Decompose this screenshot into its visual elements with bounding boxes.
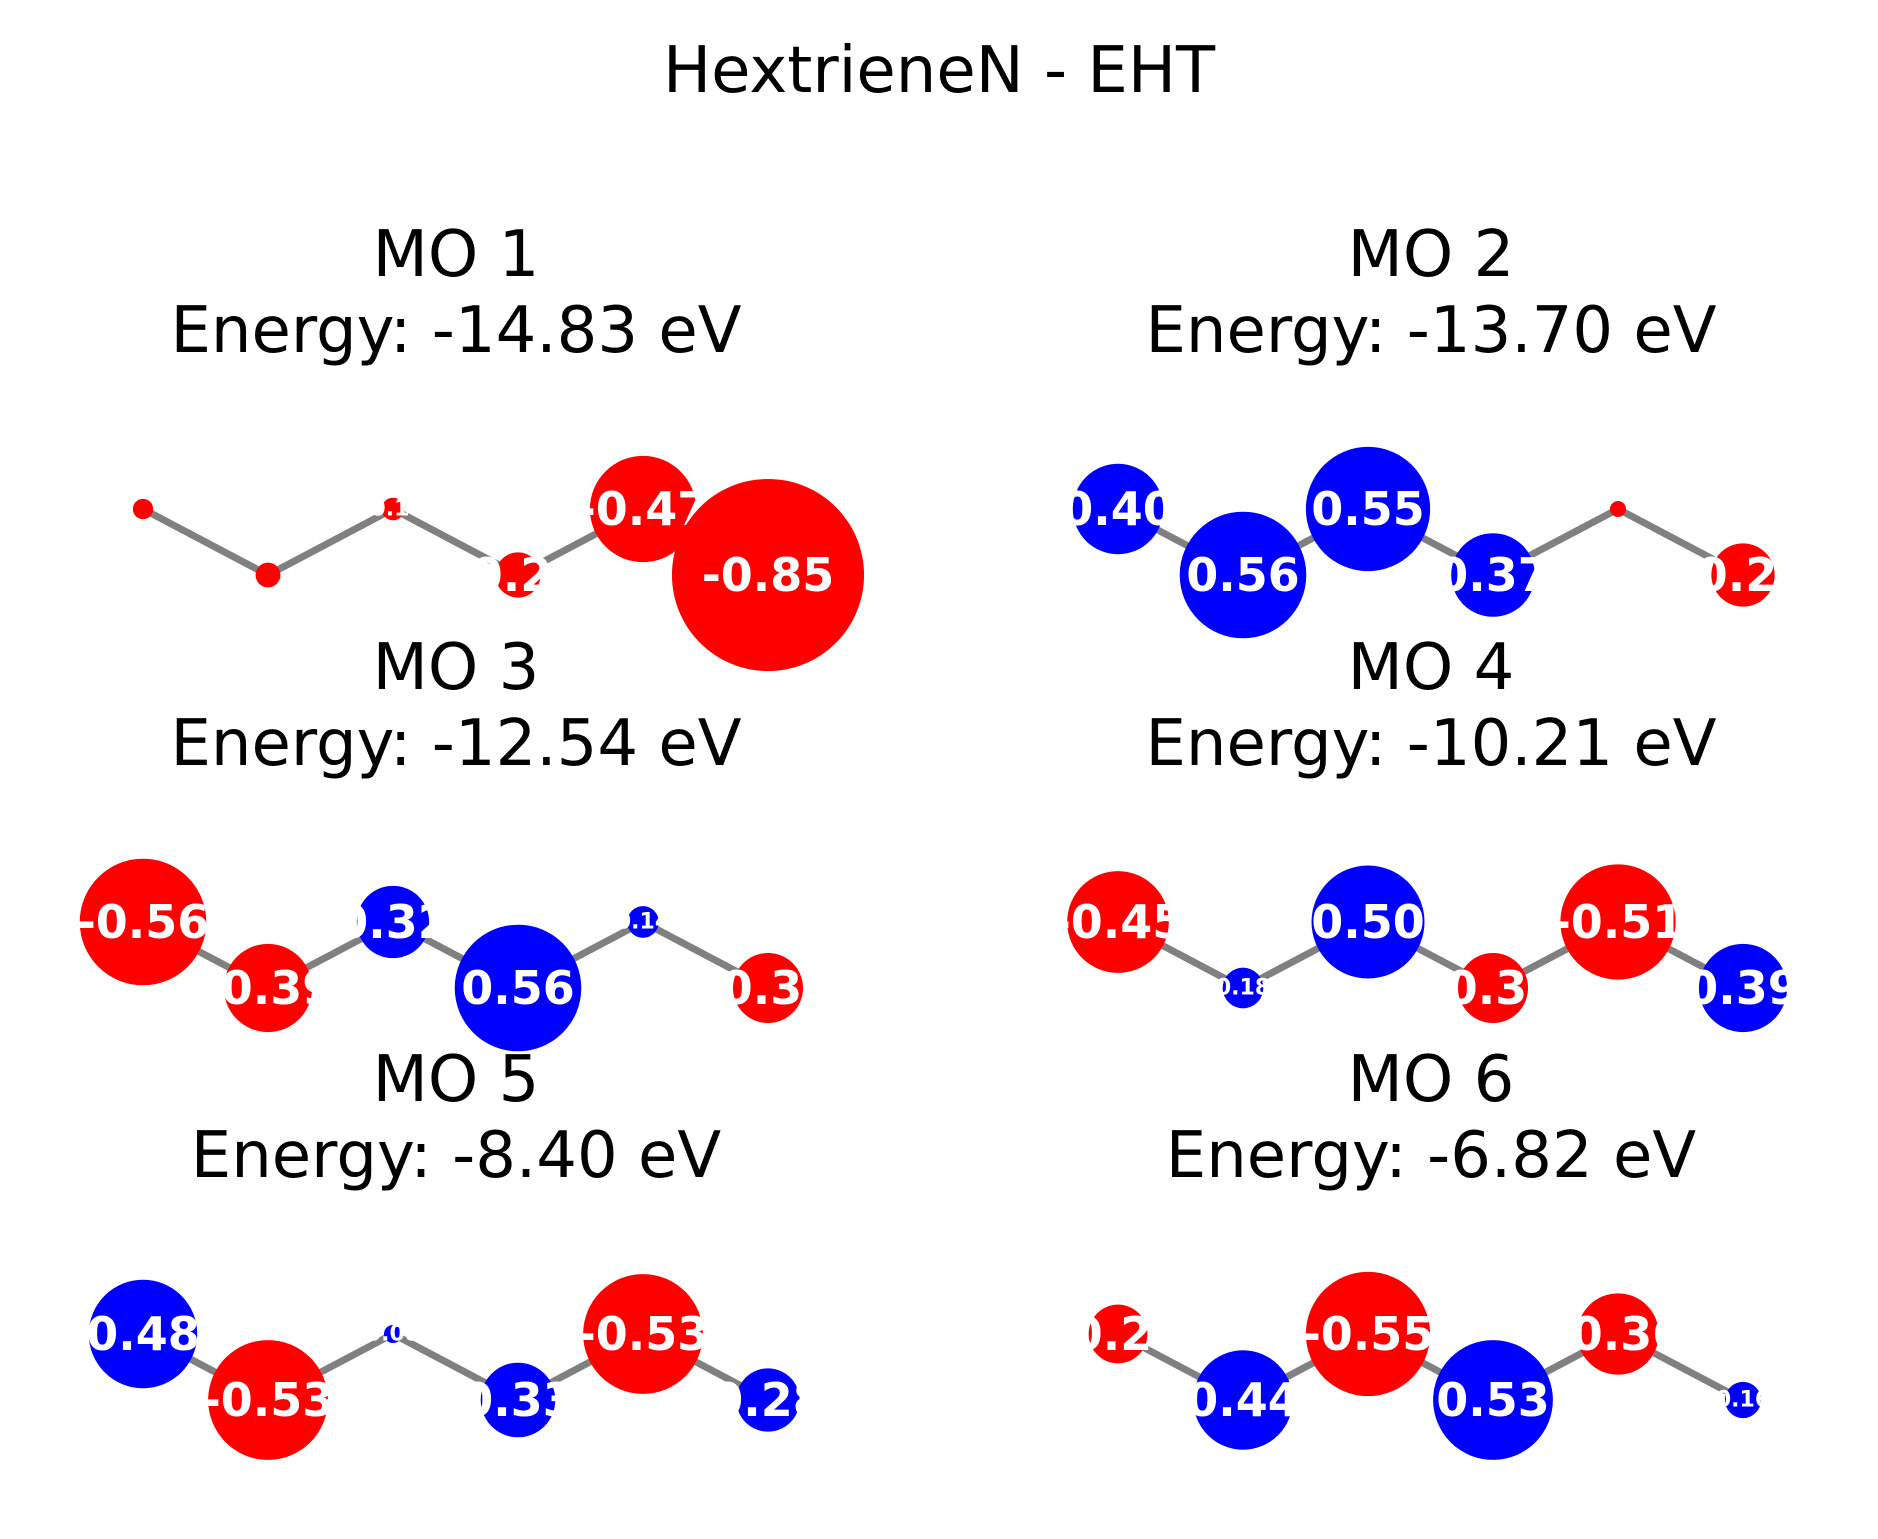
atom-negative-lobe [208,1340,328,1460]
atom-negative-lobe [1305,1271,1431,1397]
atom-coefficient-label: -0.31 [702,961,835,1015]
atom-coefficient-label: 0.48 [86,1307,200,1361]
bond-line [389,505,522,579]
panel-energy-title: Energy: -8.40 eV [191,1119,722,1193]
bond-line [139,505,272,579]
atom-negative-lobe [1088,1304,1148,1364]
panel-energy-title: Energy: -13.70 eV [1145,294,1716,368]
atom-coefficient-label: 0.39 [1686,961,1800,1015]
atom-coefficient-label: -0.28 [1677,548,1810,602]
atom-negative-lobe [1560,864,1676,980]
atom-coefficient-label: -0.85 [702,548,835,602]
atom-positive-lobe [454,924,582,1052]
atom-negative-lobe [1711,543,1775,607]
atom-coefficient-label: 0.55 [1311,482,1425,536]
atom-coefficient-label: 0.32 [336,895,450,949]
atom-positive-lobe [1698,943,1788,1033]
atom-negative-lobe [583,1274,703,1394]
atom-negative-lobe [589,455,697,563]
atom-coefficient-label: 0.33 [461,1373,575,1427]
atom-negative-lobe [223,943,313,1033]
atom-positive-lobe [1311,865,1425,979]
atom-negative-lobe [1457,952,1529,1024]
atom-positive-lobe [383,1324,403,1344]
panel-mo-title: MO 2 [1348,218,1515,292]
atom-positive-lobe [1451,533,1535,617]
atom-coefficient-label: -0.53 [577,1307,710,1361]
atom-coefficient-label: 0.44 [1186,1373,1300,1427]
atom-positive-lobe [627,906,659,938]
atom-negative-lobe [671,478,865,672]
atom-negative-lobe [1610,501,1626,517]
figure-title: HextrieneN - EHT [663,34,1216,108]
atom-coefficient-label: 0.37 [1436,548,1550,602]
atom-negative-lobe [495,552,541,598]
panel-mo-title: MO 3 [373,631,540,705]
atom-negative-lobe [1067,871,1169,973]
panel-mo-title: MO 1 [373,218,540,292]
atom-coefficient-label: 0.56 [1186,548,1300,602]
atom-positive-lobe [1222,967,1264,1009]
panel-mo-title: MO 6 [1348,1043,1515,1117]
atom-coefficient-label: 0.53 [1436,1373,1550,1427]
atom-positive-lobe [480,1362,556,1438]
atom-coefficient-label: -0.26 [1052,1307,1185,1361]
atom-positive-lobe [1305,446,1431,572]
atom-coefficient-label: 0.08 [366,1322,420,1347]
atom-coefficient-label: -0.53 [202,1373,335,1427]
atom-coefficient-label: -0.56 [77,895,210,949]
atom-positive-lobe [1433,1340,1553,1460]
atom-coefficient-label: 0.40 [1061,482,1175,536]
atom-positive-lobe [1193,1350,1293,1450]
atom-coefficient-label: -0.20 [452,548,585,602]
panel-mo-title: MO 5 [373,1043,540,1117]
atom-coefficient-label: -0.36 [1552,1307,1685,1361]
panel-energy-title: Energy: -12.54 eV [170,707,741,781]
atom-negative-lobe [255,562,281,588]
atom-coefficient-label: 0.28 [711,1373,825,1427]
panel-energy-title: Energy: -10.21 eV [1145,707,1716,781]
atom-positive-lobe [1724,1381,1762,1419]
atom-positive-lobe [736,1368,800,1432]
atom-coefficient-label: 0.18 [1216,976,1270,1001]
atom-negative-lobe [79,858,207,986]
atom-coefficient-label: -0.51 [1552,895,1685,949]
atom-coefficient-label: -0.31 [1427,961,1560,1015]
atom-coefficient-label: 0.56 [461,961,575,1015]
atom-coefficient-label: 0.50 [1311,895,1425,949]
atom-positive-lobe [356,885,430,959]
atom-coefficient-label: 0.16 [1716,1388,1770,1413]
atom-positive-lobe [88,1279,198,1389]
atom-negative-lobe [381,497,405,521]
panel-energy-title: Energy: -14.83 eV [170,294,741,368]
atom-coefficient-label: 0.14 [616,910,670,935]
atom-coefficient-label: -0.55 [1302,1307,1435,1361]
panel-mo-title: MO 4 [1348,631,1515,705]
atom-coefficient-label: -0.45 [1052,895,1185,949]
atom-positive-lobe [1179,511,1307,639]
panel-energy-title: Energy: -6.82 eV [1166,1119,1697,1193]
atom-positive-lobe [1072,463,1164,555]
atom-negative-lobe [1577,1293,1659,1375]
atom-negative-lobe [732,952,804,1024]
atom-coefficient-label: -0.39 [202,961,335,1015]
atom-negative-lobe [132,498,154,520]
atom-coefficient-label: -0.10 [361,497,424,522]
bond-line [264,505,397,579]
